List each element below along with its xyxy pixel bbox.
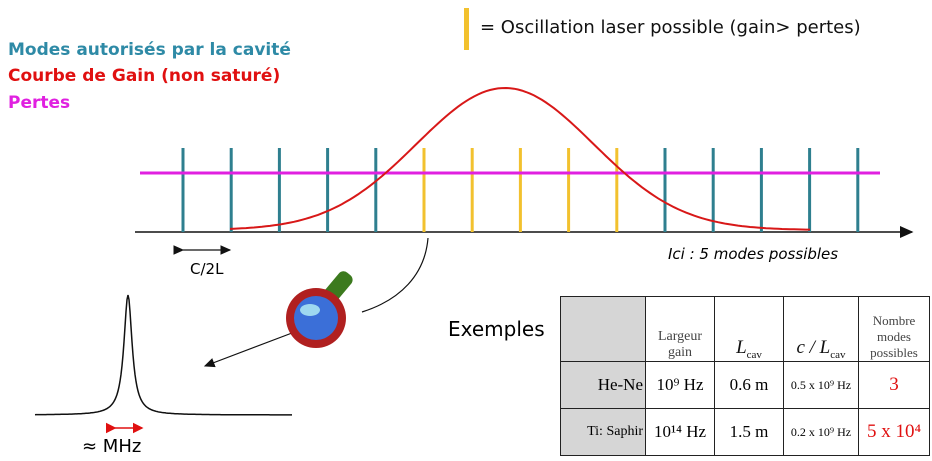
- header-text: L: [736, 337, 747, 359]
- linewidth-peak: [34, 294, 292, 416]
- mode-lines: [181, 148, 860, 232]
- table-cell: 0.5 x 10⁹ Hz: [783, 361, 859, 409]
- table-cell: 1.5 m: [714, 408, 784, 456]
- table-row: Ti: Saphir 10¹⁴ Hz 1.5 m 0.2 x 10⁹ Hz 5 x 10…: [560, 408, 930, 456]
- header-cell: Lcav: [714, 296, 784, 362]
- magnifier-icon: [286, 271, 353, 348]
- header-text: c / L: [796, 337, 831, 359]
- legend-modes: Modes autorisés par la cavité: [8, 40, 291, 60]
- zoom-curve: [361, 237, 429, 313]
- header-sub: cav: [746, 349, 762, 361]
- linewidth-label: ≈ MHz: [82, 436, 142, 457]
- header-cell: c / Lcav: [783, 296, 859, 362]
- table-row: He-Ne 10⁹ Hz 0.6 m 0.5 x 10⁹ Hz 3: [560, 361, 930, 409]
- header-sub: cav: [830, 349, 846, 361]
- gain-curve: [229, 86, 810, 231]
- table-cell: 3: [858, 361, 930, 409]
- table-cell: 10⁹ Hz: [645, 361, 715, 409]
- table-cell: 0.6 m: [714, 361, 784, 409]
- examples-label: Exemples: [448, 317, 545, 341]
- legend-pertes: Pertes: [8, 93, 71, 113]
- table-cell: 10¹⁴ Hz: [645, 408, 715, 456]
- legend-oscillation: = Oscillation laser possible (gain> pert…: [480, 17, 861, 38]
- header-cell: Nombre modes possibles: [858, 296, 930, 362]
- legend-swatch: [464, 8, 469, 50]
- legend-gain: Courbe de Gain (non saturé): [8, 66, 281, 86]
- note: Ici : 5 modes possibles: [668, 245, 839, 263]
- table-cell: He-Ne: [560, 361, 646, 409]
- header-empty: [560, 296, 646, 362]
- spacing-label: C/2L: [190, 260, 224, 278]
- table-cell: 0.2 x 10⁹ Hz: [783, 408, 859, 456]
- table-cell: Ti: Saphir: [560, 408, 646, 456]
- zoom-arrow: [203, 332, 293, 368]
- examples-table: Largeur gain Lcav c / Lcav Nombre modes …: [560, 296, 930, 456]
- table-cell: 5 x 10⁴: [858, 408, 930, 456]
- header-cell: Largeur gain: [645, 296, 715, 362]
